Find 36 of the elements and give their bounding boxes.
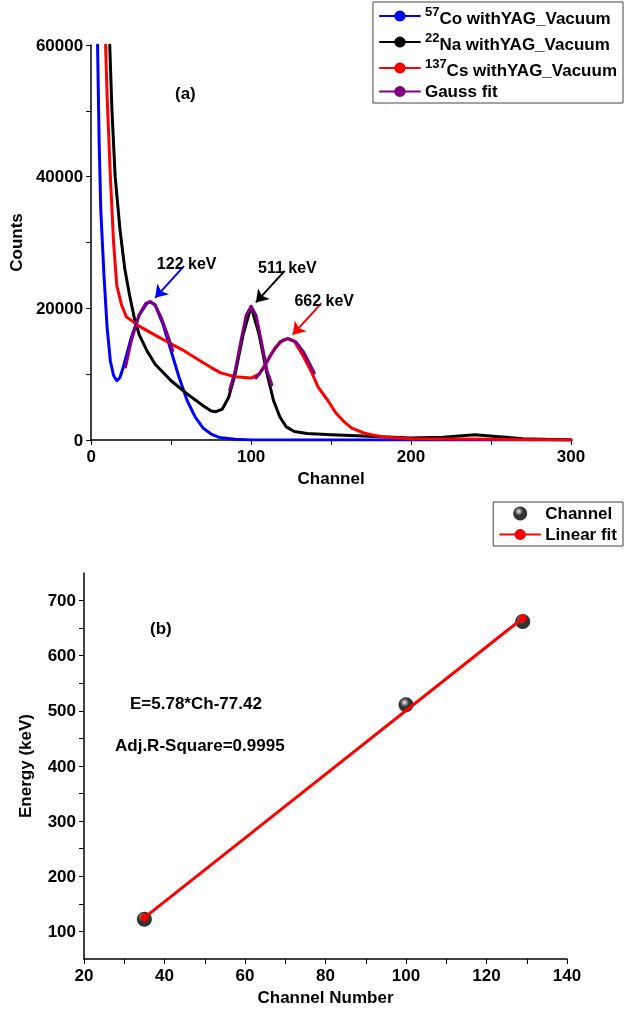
x-tick-label: 20 — [74, 966, 94, 985]
y-axis-title: Counts — [7, 213, 26, 272]
x-tick-label: 300 — [556, 447, 586, 466]
y-axis-title: Energy (keV) — [16, 714, 35, 818]
x-tick-label: 140 — [552, 966, 582, 985]
legend-label: Gauss fit — [424, 82, 499, 101]
annotation: Adj.R-Square=0.9995 — [115, 736, 285, 755]
y-tick-label: 60000 — [35, 35, 84, 55]
y-tick-label: 600 — [47, 646, 76, 666]
annotation: 122 keV — [156, 254, 217, 272]
y-tick-label: 500 — [47, 701, 76, 721]
legend-label: Channel — [545, 504, 613, 523]
annotation: 511 keV — [258, 259, 318, 277]
y-tick-label: 300 — [47, 811, 76, 831]
x-axis-title: Channel — [297, 468, 365, 488]
annotation: (a) — [175, 84, 196, 103]
legend-label: Linear fit — [545, 525, 618, 544]
x-tick-label: 60 — [235, 966, 255, 985]
y-tick-label: 200 — [47, 866, 76, 886]
x-tick-label: 120 — [472, 966, 501, 985]
x-tick-label: 100 — [391, 966, 421, 985]
x-tick-label: 100 — [236, 447, 266, 466]
annotation: 662 keV — [294, 291, 355, 309]
x-tick-label: 0 — [86, 447, 96, 466]
x-axis-title: Channel Number — [257, 987, 394, 1007]
y-tick-label: 700 — [47, 591, 76, 611]
y-tick-label: 20000 — [35, 298, 84, 318]
y-tick-label: 0 — [73, 430, 84, 450]
y-tick-label: 400 — [47, 756, 76, 776]
x-tick-label: 80 — [316, 966, 335, 985]
annotation: (b) — [150, 619, 172, 638]
x-tick-label: 40 — [155, 966, 174, 985]
y-tick-label: 100 — [47, 921, 76, 941]
annotation: E=5.78*Ch-77.42 — [130, 694, 262, 713]
x-tick-label: 200 — [396, 447, 426, 466]
y-tick-label: 40000 — [35, 167, 84, 187]
